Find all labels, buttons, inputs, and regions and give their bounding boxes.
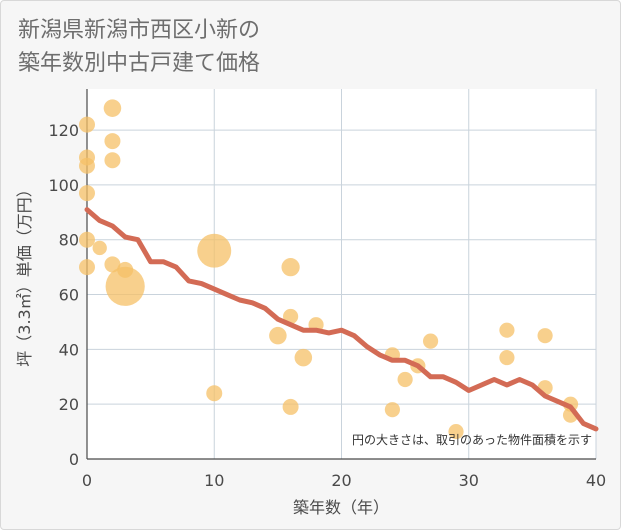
bubble-point: [206, 385, 223, 402]
bubble-point: [294, 348, 313, 367]
bubble-point: [197, 233, 232, 268]
x-tick-label: 20: [331, 471, 351, 490]
bubble-point: [397, 371, 413, 388]
grid: [86, 89, 597, 460]
bubble-point: [79, 231, 95, 248]
size-annotation: 円の大きさは、取引のあった物件面積を示す: [352, 432, 592, 447]
tick-labels: 0 20 40 60 80 100 120 0 10 20 30 40: [48, 121, 606, 490]
bubble-point: [79, 185, 95, 202]
title-line-1: 新潟県新潟市西区小新の: [18, 18, 261, 43]
x-tick-label: 30: [459, 471, 479, 490]
bubble-point: [103, 99, 122, 117]
bubble-point: [105, 266, 145, 306]
bubble-point: [283, 308, 299, 325]
x-tick-label: 40: [586, 471, 606, 490]
bubble-point: [499, 322, 515, 338]
bubble-point: [104, 152, 121, 169]
y-tick-label: 80: [59, 231, 79, 250]
bubble-point: [537, 328, 553, 344]
bubble-point: [79, 259, 95, 276]
bubble-point: [92, 240, 107, 256]
bubble-point: [282, 398, 299, 415]
chart-title: 新潟県新潟市西区小新の 築年数別中古戸建て価格: [18, 14, 260, 80]
bubble-point: [281, 258, 300, 277]
x-tick-label: 10: [204, 471, 224, 490]
title-line-2: 築年数別中古戸建て価格: [18, 51, 261, 76]
y-tick-label: 100: [48, 176, 79, 195]
bubble-point: [422, 333, 439, 349]
bubble-point: [384, 402, 400, 418]
x-axis-label: 築年数（年）: [293, 498, 389, 517]
trend-line: [84, 207, 599, 432]
y-tick-label: 0: [69, 450, 79, 469]
y-tick-label: 60: [59, 286, 79, 305]
y-tick-label: 40: [59, 340, 79, 359]
bubble-point: [448, 424, 464, 440]
y-axis-label: 坪（3.3㎡）単価（万円）: [15, 181, 34, 366]
bubble-point: [104, 256, 121, 273]
bubble-point: [104, 133, 121, 150]
bubble-point: [269, 326, 287, 345]
bubble-point: [499, 350, 515, 366]
y-tick-label: 120: [48, 121, 79, 140]
bubble-point: [79, 116, 95, 133]
bubble-point: [79, 157, 95, 174]
x-tick-label: 0: [82, 471, 92, 490]
y-tick-label: 20: [59, 395, 79, 414]
